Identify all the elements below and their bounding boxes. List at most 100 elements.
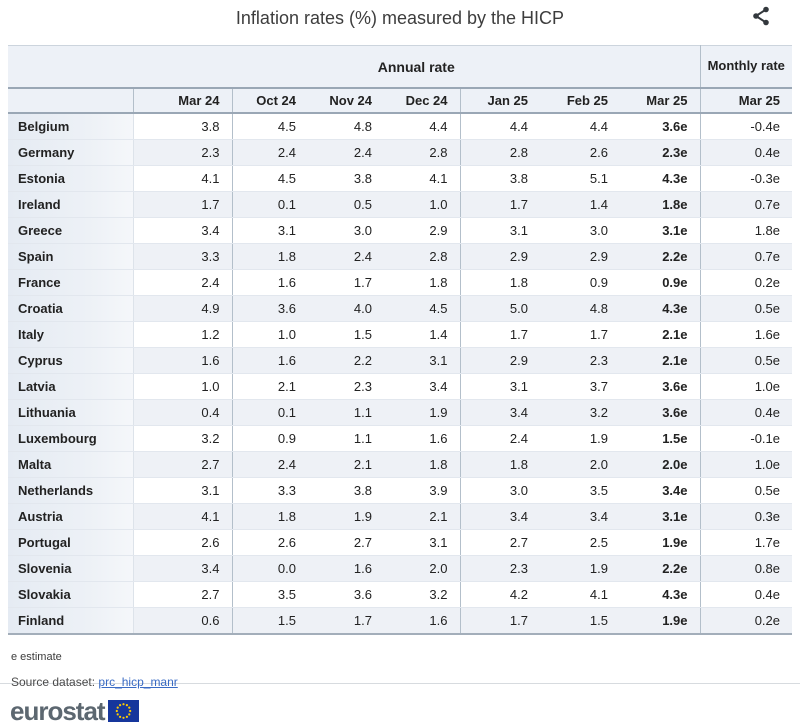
- value-cell: 1.8: [459, 451, 540, 478]
- value-cell: 3.1: [459, 217, 540, 244]
- value-cell: 1.5: [308, 321, 384, 348]
- table-row: Lithuania 0.4 0.1 1.1 1.9 3.4 3.2 3.6e 0.4e: [8, 399, 792, 426]
- monthly-rate-header: Monthly rate: [699, 45, 792, 89]
- value-cell: 3.4: [133, 217, 232, 244]
- value-cell: 3.4: [459, 399, 540, 426]
- value-cell: 2.6: [231, 529, 308, 556]
- eu-flag-icon: [107, 700, 139, 722]
- value-cell: 1.6: [308, 555, 384, 582]
- table-row: Cyprus 1.6 1.6 2.2 3.1 2.9 2.3 2.1e 0.5e: [8, 347, 792, 374]
- table-row: Italy 1.2 1.0 1.5 1.4 1.7 1.7 2.1e 1.6e: [8, 321, 792, 348]
- monthly-value-cell: 0.7e: [699, 243, 792, 270]
- value-cell: 1.7: [308, 269, 384, 296]
- table-row: Belgium 3.8 4.5 4.8 4.4 4.4 4.4 3.6e -0.4e: [8, 113, 792, 140]
- monthly-value-cell: 1.8e: [699, 217, 792, 244]
- monthly-column-header: Mar 25: [699, 88, 792, 114]
- value-cell: 1.6: [384, 425, 460, 452]
- share-button[interactable]: [748, 4, 774, 30]
- value-cell: 1.9e: [620, 607, 700, 635]
- value-cell: 4.1: [133, 165, 232, 192]
- value-cell: 3.3: [231, 477, 308, 504]
- monthly-value-cell: 0.5e: [699, 477, 792, 504]
- table-row: Luxembourg 3.2 0.9 1.1 1.6 2.4 1.9 1.5e -0.1e: [8, 425, 792, 452]
- value-cell: 1.4: [384, 321, 460, 348]
- value-cell: 1.8e: [620, 191, 700, 218]
- table-row: Germany 2.3 2.4 2.4 2.8 2.8 2.6 2.3e 0.4e: [8, 139, 792, 166]
- value-cell: 3.6e: [620, 113, 700, 140]
- value-cell: 3.8: [308, 477, 384, 504]
- monthly-value-cell: -0.4e: [699, 113, 792, 140]
- value-cell: 2.8: [384, 139, 460, 166]
- value-cell: 2.7: [459, 529, 540, 556]
- value-cell: 3.1: [133, 477, 232, 504]
- column-header: Feb 25: [540, 88, 620, 114]
- row-label: Spain: [8, 243, 134, 270]
- value-cell: 3.0: [459, 477, 540, 504]
- table-row: Slovakia 2.7 3.5 3.6 3.2 4.2 4.1 4.3e 0.4e: [8, 581, 792, 608]
- value-cell: 1.9: [384, 399, 460, 426]
- value-cell: 4.8: [308, 113, 384, 140]
- table-row: Latvia 1.0 2.1 2.3 3.4 3.1 3.7 3.6e 1.0e: [8, 373, 792, 400]
- table-row: Austria 4.1 1.8 1.9 2.1 3.4 3.4 3.1e 0.3e: [8, 503, 792, 530]
- table-row: Greece 3.4 3.1 3.0 2.9 3.1 3.0 3.1e 1.8e: [8, 217, 792, 244]
- value-cell: 1.6: [133, 347, 232, 374]
- table-row: Malta 2.7 2.4 2.1 1.8 1.8 2.0 2.0e 1.0e: [8, 451, 792, 478]
- value-cell: 5.1: [540, 165, 620, 192]
- monthly-value-cell: 0.2e: [699, 607, 792, 635]
- eurostat-inflation-widget: Inflation rates (%) measured by the HICP…: [0, 4, 800, 724]
- row-label: Austria: [8, 503, 134, 530]
- row-label: Latvia: [8, 373, 134, 400]
- value-cell: 3.1: [384, 347, 460, 374]
- page-title: Inflation rates (%) measured by the HICP: [235, 8, 565, 28]
- value-cell: 1.0: [133, 373, 232, 400]
- value-cell: 2.9: [459, 243, 540, 270]
- month-header-row: Mar 24 Oct 24 Nov 24 Dec 24 Jan 25 Feb 25 Mar …: [8, 88, 792, 114]
- value-cell: 1.0: [231, 321, 308, 348]
- value-cell: 1.7: [133, 191, 232, 218]
- value-cell: 3.1: [459, 373, 540, 400]
- value-cell: 1.7: [308, 607, 384, 635]
- inflation-table: Annual rate Monthly rate Mar 24 Oct 24 Nov…: [8, 45, 792, 635]
- value-cell: 2.3: [459, 555, 540, 582]
- value-cell: 3.8: [133, 113, 232, 140]
- table-row: Spain 3.3 1.8 2.4 2.8 2.9 2.9 2.2e 0.7e: [8, 243, 792, 270]
- table-row: Slovenia 3.4 0.0 1.6 2.0 2.3 1.9 2.2e 0.8e: [8, 555, 792, 582]
- value-cell: 0.1: [231, 191, 308, 218]
- value-cell: 1.1: [308, 425, 384, 452]
- value-cell: 2.3: [308, 373, 384, 400]
- value-cell: 1.6: [231, 269, 308, 296]
- row-label: Belgium: [8, 113, 134, 140]
- monthly-value-cell: 1.0e: [699, 451, 792, 478]
- value-cell: 3.6: [308, 581, 384, 608]
- value-cell: 3.1e: [620, 503, 700, 530]
- value-cell: 2.4: [231, 139, 308, 166]
- source-dataset-link[interactable]: prc_hicp_manr: [98, 675, 178, 689]
- source-line: Source dataset: prc_hicp_manr: [8, 675, 792, 689]
- monthly-value-cell: 0.5e: [699, 295, 792, 322]
- group-header-spacer: [8, 45, 133, 89]
- monthly-value-cell: 0.4e: [699, 581, 792, 608]
- value-cell: 2.4: [133, 269, 232, 296]
- value-cell: 1.7: [459, 607, 540, 635]
- row-label: Slovenia: [8, 555, 134, 582]
- row-label: Ireland: [8, 191, 134, 218]
- row-label: Slovakia: [8, 581, 134, 608]
- value-cell: 3.5: [540, 477, 620, 504]
- monthly-value-cell: 1.6e: [699, 321, 792, 348]
- monthly-value-cell: 1.0e: [699, 373, 792, 400]
- value-cell: 2.4: [308, 139, 384, 166]
- value-cell: 2.3e: [620, 139, 700, 166]
- value-cell: 0.6: [133, 607, 232, 635]
- value-cell: 3.7: [540, 373, 620, 400]
- row-label: Cyprus: [8, 347, 134, 374]
- eurostat-logo-text: eurostat: [10, 696, 106, 726]
- value-cell: 3.6e: [620, 373, 700, 400]
- value-cell: 2.1: [231, 373, 308, 400]
- value-cell: 1.8: [231, 243, 308, 270]
- monthly-value-cell: 0.8e: [699, 555, 792, 582]
- row-label: Greece: [8, 217, 134, 244]
- row-label: Finland: [8, 607, 134, 635]
- table-row: Finland 0.6 1.5 1.7 1.6 1.7 1.5 1.9e 0.2e: [8, 607, 792, 635]
- value-cell: 4.1: [384, 165, 460, 192]
- row-label: Malta: [8, 451, 134, 478]
